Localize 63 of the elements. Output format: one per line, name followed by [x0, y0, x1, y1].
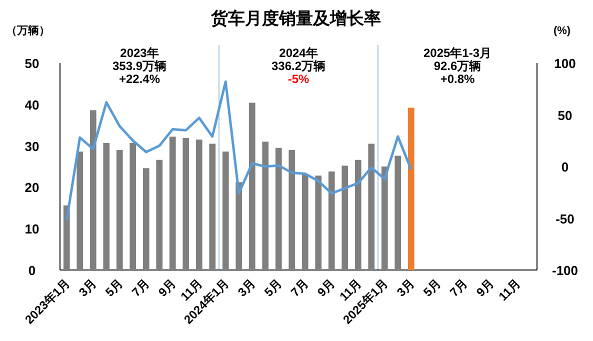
x-tick-label: 5月: [420, 276, 444, 300]
x-tick-label: 5月: [262, 276, 285, 300]
x-tick-label: 7月: [288, 276, 312, 300]
x-tick-label: 3月: [76, 276, 100, 300]
y2-tick-label: -50: [556, 211, 574, 226]
bar: [222, 152, 229, 270]
bar: [90, 110, 96, 270]
bar: [315, 176, 322, 270]
y2-axis-title: (%): [553, 25, 571, 37]
bar: [76, 152, 84, 270]
text: 2023年: [120, 46, 159, 60]
bar: [116, 150, 123, 270]
bar: [394, 156, 402, 270]
bar: [381, 166, 388, 270]
bar: [368, 144, 375, 270]
bar: [262, 142, 269, 270]
y2-tick-label: 100: [554, 56, 576, 71]
bar: [169, 136, 176, 270]
bar: [288, 150, 296, 270]
annotation: -5%: [288, 72, 310, 86]
bar: [342, 166, 348, 270]
y-tick-label: 20: [24, 180, 40, 196]
text: 2024年: [279, 46, 318, 60]
y-tick-label: 30: [24, 138, 40, 154]
bar: [63, 205, 70, 270]
bar: [103, 142, 110, 270]
y-tick-label: 50: [24, 56, 40, 71]
y2-tick-label: 0: [561, 160, 569, 174]
x-tick-label: 9月: [474, 276, 497, 300]
bar: [302, 174, 308, 270]
y-axis-title: （万辆）: [6, 24, 50, 37]
y2-tick-label: -100: [552, 263, 578, 278]
bar: [130, 142, 136, 270]
x-tick-label: 11月: [496, 276, 524, 304]
annotation: 92.6万辆: [434, 59, 482, 73]
x-tick-label: 3月: [394, 276, 418, 300]
annotation: +22.4%: [118, 72, 160, 86]
x-tick-label: 7月: [447, 276, 470, 300]
x-tick-label: 9月: [314, 276, 338, 300]
annotation: +0.8%: [440, 72, 476, 86]
bar: [328, 171, 335, 270]
chart-title: 货车月度销量及增长率: [210, 9, 381, 28]
annotation: 353.9万辆: [112, 59, 167, 73]
bar: [275, 148, 282, 270]
bar: [196, 140, 202, 270]
bar: [142, 168, 150, 270]
bar: [354, 160, 362, 270]
bar: [236, 182, 242, 270]
y-tick-label: 10: [24, 222, 40, 237]
x-tick-label: 7月: [129, 276, 152, 300]
y2-tick-label: 50: [558, 108, 572, 123]
bar: [248, 102, 256, 270]
y-tick-label: 40: [24, 97, 40, 112]
x-tick-label: 5月: [102, 276, 126, 300]
y-tick-label: 0: [28, 263, 36, 278]
annotation: 336.2万辆: [271, 59, 326, 73]
bar: [182, 138, 190, 270]
x-tick-label: 9月: [156, 276, 179, 300]
x-tick-label: 3月: [235, 276, 258, 300]
bar: [408, 108, 414, 270]
text: 2025年1-3月: [423, 46, 492, 60]
bar: [209, 144, 216, 270]
bar: [156, 160, 163, 270]
